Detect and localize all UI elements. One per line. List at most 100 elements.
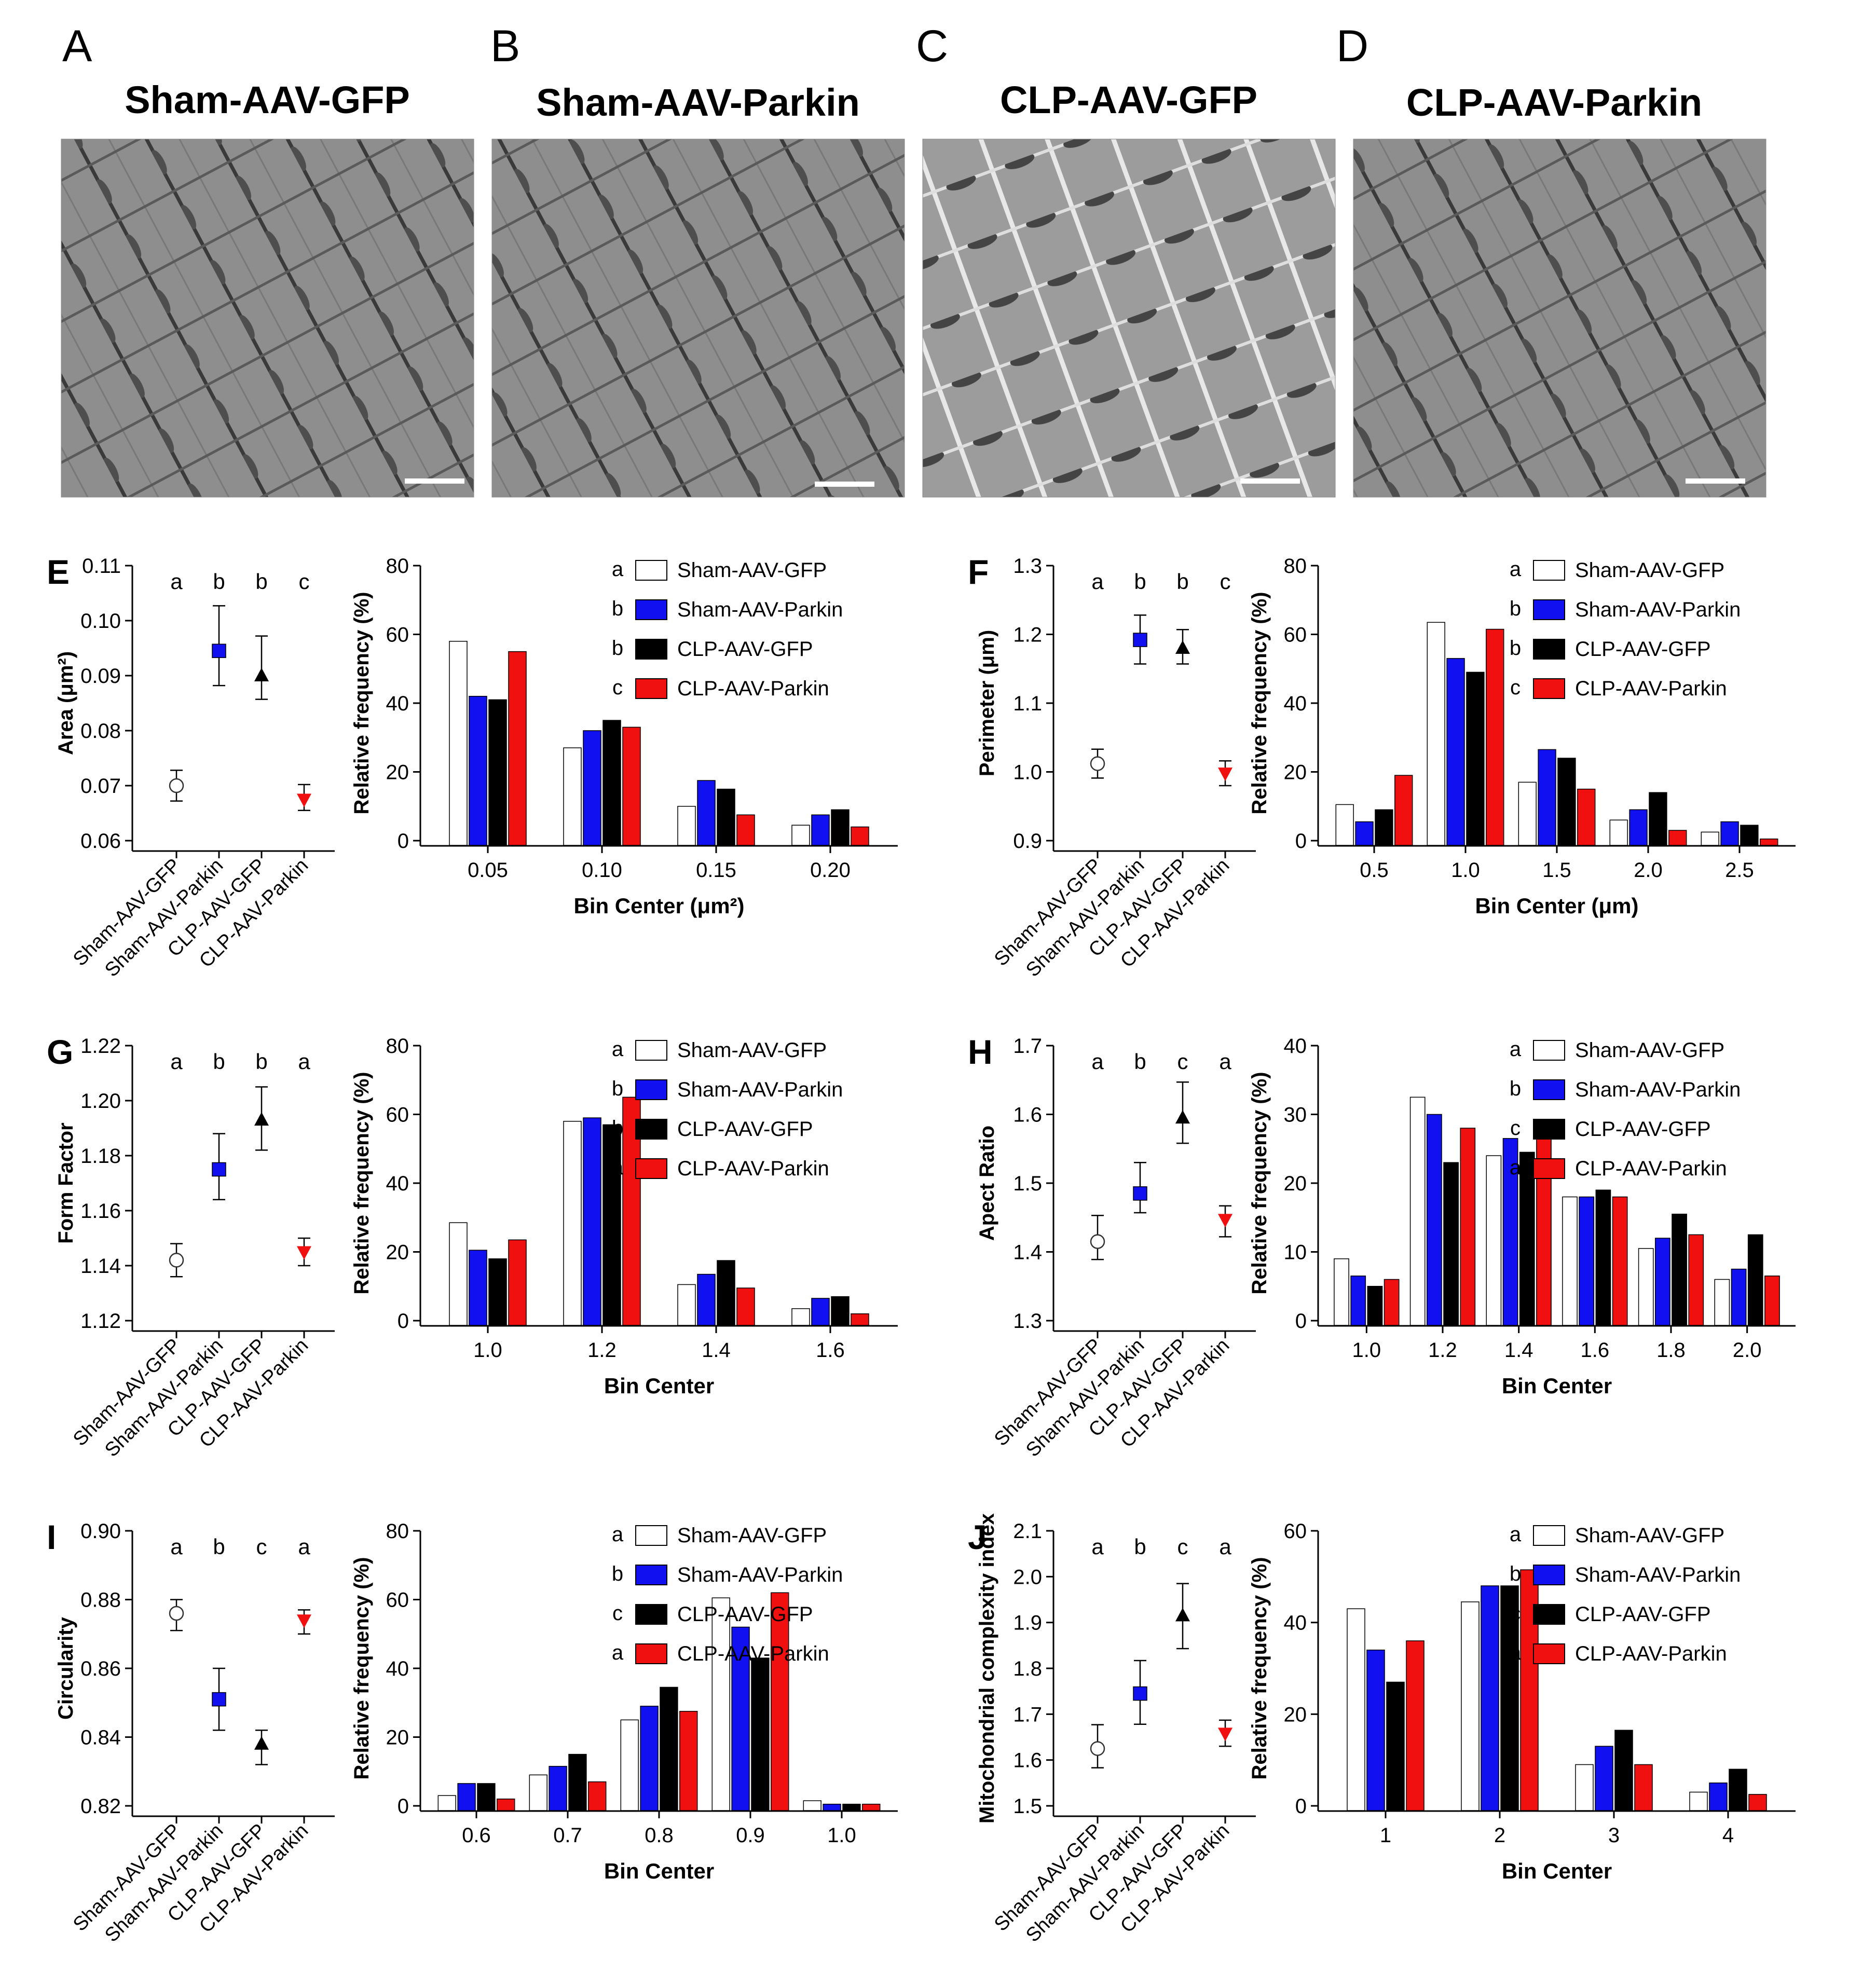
bar-sham-aav-gfp xyxy=(1638,1248,1654,1326)
legend-swatch xyxy=(635,1604,667,1625)
bar-clp-aav-parkin xyxy=(508,1239,527,1326)
panel-letter-c: C xyxy=(916,21,949,71)
chart-F-histogram: 0 20 40 60 80 Relative frequency (%) 0.5 1.0 1.5… xyxy=(1248,555,1796,918)
chart-G-histogram: 0 20 40 60 80 Relative frequency (%) 1.0 1.2 1.4… xyxy=(350,1035,898,1398)
bar-sham-aav-parkin xyxy=(1595,1746,1613,1811)
legend-letter: b xyxy=(1510,597,1521,620)
bar-clp-aav-gfp xyxy=(1747,1234,1763,1326)
mean-point xyxy=(169,778,184,793)
x-axis-label: Bin Center xyxy=(604,1859,714,1883)
legend-label: CLP-AAV-GFP xyxy=(677,1603,813,1626)
legend-swatch xyxy=(635,1643,667,1664)
chart-J-histogram: 0 20 40 60 Relative frequency (%) 1 2 3 4 Bin Cen… xyxy=(1248,1520,1796,1883)
legend-label: CLP-AAV-GFP xyxy=(677,638,813,661)
legend-letter: a xyxy=(612,1038,624,1061)
bar-sham-aav-gfp xyxy=(1575,1764,1594,1811)
y-tick-label: 20 xyxy=(1284,1703,1307,1726)
x-tick-label: 1.2 xyxy=(1428,1339,1457,1362)
chart-I-histogram: 0 20 40 60 80 Relative frequency (%) 0.6 0.7 0.8… xyxy=(350,1520,898,1883)
significance-letter: c xyxy=(256,1534,267,1559)
bar-clp-aav-gfp xyxy=(1443,1162,1459,1326)
x-axis-label: Bin Center xyxy=(1502,1859,1612,1883)
significance-letter: b xyxy=(213,569,225,594)
bar-clp-aav-gfp xyxy=(1386,1681,1405,1811)
bar-clp-aav-gfp xyxy=(1614,1730,1633,1811)
bar-clp-aav-parkin xyxy=(1486,628,1504,846)
scale-bar-c xyxy=(1240,478,1300,484)
significance-letter: b xyxy=(213,1049,225,1074)
em-panel-a: A Sham-AAV-GFP xyxy=(0,0,467,509)
x-tick-label: 1 xyxy=(1380,1824,1391,1847)
legend-label: Sham-AAV-Parkin xyxy=(1575,1564,1741,1586)
legend-letter: c xyxy=(1510,676,1521,699)
legend-label: CLP-AAV-Parkin xyxy=(1575,1157,1727,1180)
legend-swatch xyxy=(635,1119,667,1140)
legend-letter: a xyxy=(612,558,624,581)
em-image-b xyxy=(491,139,905,498)
y-tick-label: 30 xyxy=(1284,1104,1307,1127)
mean-point xyxy=(1175,1608,1190,1622)
bar-sham-aav-gfp xyxy=(563,1121,582,1326)
mean-point xyxy=(212,643,226,659)
bar-sham-aav-parkin xyxy=(1355,821,1374,846)
bar-clp-aav-parkin xyxy=(1760,838,1778,846)
significance-letter: c xyxy=(1220,569,1231,594)
y-tick-label: 1.4 xyxy=(1013,1241,1042,1264)
bar-sham-aav-parkin xyxy=(469,696,487,846)
bar-sham-aav-parkin xyxy=(731,1626,750,1811)
significance-letter: b xyxy=(1134,1049,1146,1074)
x-tick-label: 1.0 xyxy=(1352,1339,1381,1362)
y-axis-label: Mitochondrial complexity index xyxy=(976,1513,998,1824)
legend-swatch xyxy=(1533,1565,1565,1585)
y-tick-label: 20 xyxy=(386,1726,409,1749)
legend-letter: c xyxy=(1510,1117,1521,1140)
bar-sham-aav-gfp xyxy=(1714,1279,1730,1326)
bar-clp-aav-gfp xyxy=(842,1803,861,1811)
bar-sham-aav-gfp xyxy=(1609,819,1628,846)
y-tick-label: 1.12 xyxy=(80,1310,121,1333)
x-tick-label: 1.6 xyxy=(816,1339,845,1362)
scale-bar-b xyxy=(815,482,874,487)
bar-clp-aav-gfp xyxy=(1466,671,1485,846)
legend-letter: b xyxy=(1510,1077,1521,1100)
legend-swatch xyxy=(635,639,667,660)
significance-letter: a xyxy=(1091,1534,1104,1559)
bar-clp-aav-parkin xyxy=(851,826,869,846)
bar-sham-aav-gfp xyxy=(1409,1096,1426,1326)
y-tick-label: 80 xyxy=(386,555,409,578)
bar-clp-aav-parkin xyxy=(771,1592,789,1811)
bar-sham-aav-parkin xyxy=(1350,1276,1366,1326)
x-axis-label: Bin Center (μm) xyxy=(1475,894,1638,918)
mean-point xyxy=(1133,1686,1147,1701)
bar-sham-aav-parkin xyxy=(583,1117,601,1326)
y-tick-label: 0.84 xyxy=(80,1726,121,1749)
bar-sham-aav-parkin xyxy=(1731,1268,1747,1326)
chart-J-scatter: J 1.5 1.6 1.7 1.8 1.9 2.0 2.1 Mitochondrial comp… xyxy=(968,1513,1256,1946)
bar-clp-aav-parkin xyxy=(1668,830,1687,846)
bar-sham-aav-gfp xyxy=(1486,1155,1502,1326)
y-tick-label: 1.7 xyxy=(1013,1703,1042,1726)
y-tick-label: 20 xyxy=(1284,1172,1307,1195)
em-panel-c: C CLP-AAV-GFP xyxy=(0,0,1349,509)
legend-label: CLP-AAV-Parkin xyxy=(677,677,829,700)
mean-point xyxy=(1175,1110,1190,1124)
y-axis-label: Relative frequency (%) xyxy=(350,1557,373,1779)
bar-clp-aav-parkin xyxy=(622,726,641,846)
legend-letter: b xyxy=(612,597,623,620)
significance-letter: c xyxy=(299,569,310,594)
bar-clp-aav-gfp xyxy=(477,1783,496,1811)
bar-clp-aav-parkin xyxy=(1394,775,1413,846)
em-image-d xyxy=(1353,139,1766,498)
x-tick-label: 1.0 xyxy=(827,1824,856,1847)
y-tick-label: 40 xyxy=(386,1657,409,1680)
significance-letter: a xyxy=(1219,1049,1231,1074)
bar-clp-aav-gfp xyxy=(1557,758,1576,846)
y-tick-label: 1.6 xyxy=(1013,1749,1042,1772)
y-axis-label: Relative frequency (%) xyxy=(350,592,373,814)
bar-clp-aav-parkin xyxy=(1536,1124,1552,1326)
y-tick-label: 80 xyxy=(386,1520,409,1543)
bar-clp-aav-parkin xyxy=(1688,1234,1704,1326)
bar-sham-aav-gfp xyxy=(620,1719,639,1811)
significance-letter: a xyxy=(170,1534,183,1559)
